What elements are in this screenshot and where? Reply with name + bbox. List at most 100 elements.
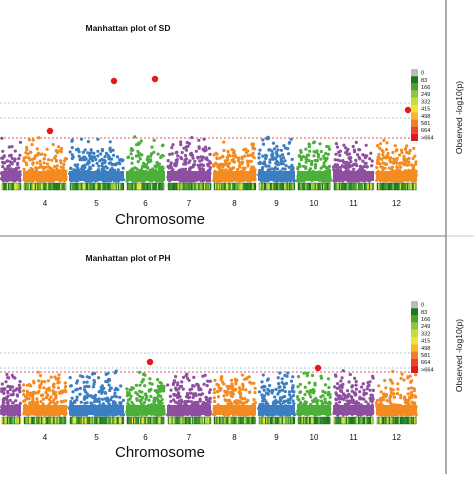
snp-point: [224, 391, 228, 395]
snp-point: [39, 382, 43, 386]
legend-label: >664: [421, 135, 434, 141]
snp-point: [399, 393, 403, 397]
snp-point: [262, 384, 266, 388]
snp-point: [184, 148, 189, 152]
density-cell: [202, 183, 205, 190]
density-cell: [291, 183, 293, 190]
density-cell: [378, 183, 380, 190]
snp-point: [315, 149, 319, 153]
density-cell: [45, 183, 47, 190]
snp-point: [36, 151, 41, 155]
density-cell: [193, 417, 195, 424]
snp-point: [268, 160, 272, 164]
density-cell: [252, 417, 254, 424]
snp-point: [171, 143, 175, 147]
density-cell: [413, 417, 415, 424]
snp-point: [37, 379, 41, 383]
density-cell: [64, 417, 67, 424]
snp-point: [262, 397, 266, 401]
snp-point: [47, 165, 51, 169]
snp-point: [35, 397, 39, 401]
density-cell: [112, 183, 114, 190]
snp-point: [192, 163, 196, 167]
snp-point: [400, 151, 404, 155]
density-cell: [283, 417, 285, 424]
snp-point: [385, 154, 389, 158]
density-cell: [354, 417, 356, 424]
snp-point: [69, 384, 73, 388]
snp-point: [270, 391, 274, 395]
density-cell: [187, 183, 189, 190]
snp-point: [2, 387, 6, 391]
density-cell: [337, 183, 339, 190]
density-cell: [402, 183, 404, 190]
snp-point: [185, 376, 190, 380]
density-cell: [252, 183, 254, 190]
snp-point: [17, 157, 21, 161]
snp-point: [86, 151, 90, 155]
density-cell: [3, 417, 5, 424]
density-cell: [20, 417, 22, 424]
snp-point: [35, 147, 39, 151]
density-cell: [210, 183, 212, 190]
density-cell: [356, 183, 359, 190]
density-cell: [341, 417, 343, 424]
density-cell: [113, 183, 115, 190]
snp-point: [297, 162, 301, 166]
snp-point: [258, 148, 262, 152]
snp-point: [111, 162, 115, 166]
density-cell: [204, 183, 206, 190]
snp-point: [232, 151, 236, 155]
snp-point: [395, 165, 399, 169]
density-cell: [96, 183, 98, 190]
density-cell: [323, 183, 325, 190]
density-cell: [74, 417, 77, 424]
snp-point: [363, 161, 367, 165]
snp-point: [414, 160, 418, 164]
snp-point: [382, 155, 386, 159]
density-cell: [5, 183, 7, 190]
snp-point: [63, 385, 68, 389]
snp-point: [3, 167, 7, 171]
density-cell: [227, 417, 229, 424]
snp-point: [276, 376, 280, 380]
density-cell: [399, 417, 402, 424]
density-cell: [398, 417, 400, 424]
snp-point: [208, 400, 212, 404]
density-cell: [240, 417, 242, 424]
snp-point: [309, 395, 313, 399]
snp-point: [377, 384, 381, 388]
density-cell: [92, 183, 95, 190]
snp-point: [221, 155, 225, 159]
snp-point: [180, 400, 184, 404]
snp-point-base: [126, 405, 165, 415]
snp-point: [378, 162, 382, 166]
legend-swatch: [411, 76, 418, 84]
snp-point: [302, 371, 306, 375]
density-cell: [64, 183, 67, 190]
legend-label: 83: [421, 310, 427, 316]
density-cell: [122, 183, 125, 190]
snp-point: [319, 157, 323, 161]
density-cell: [314, 417, 317, 424]
snp-point: [222, 148, 226, 153]
density-cell: [74, 183, 77, 190]
density-cell: [85, 417, 87, 424]
snp-point: [24, 395, 28, 399]
snp-point: [324, 159, 328, 163]
snp-point: [51, 384, 55, 388]
density-cell: [49, 183, 51, 190]
snp-point: [10, 373, 14, 377]
density-cell: [37, 183, 39, 190]
snp-point: [230, 148, 234, 152]
snp-point: [325, 156, 329, 160]
snp-point: [206, 379, 210, 383]
density-cell: [308, 183, 311, 190]
snp-point: [22, 167, 26, 171]
density-cell: [9, 417, 11, 424]
snp-point: [18, 140, 23, 144]
density-cell: [268, 183, 270, 190]
snp-point: [86, 140, 90, 144]
density-cell: [148, 417, 150, 424]
snp-point: [49, 395, 53, 399]
